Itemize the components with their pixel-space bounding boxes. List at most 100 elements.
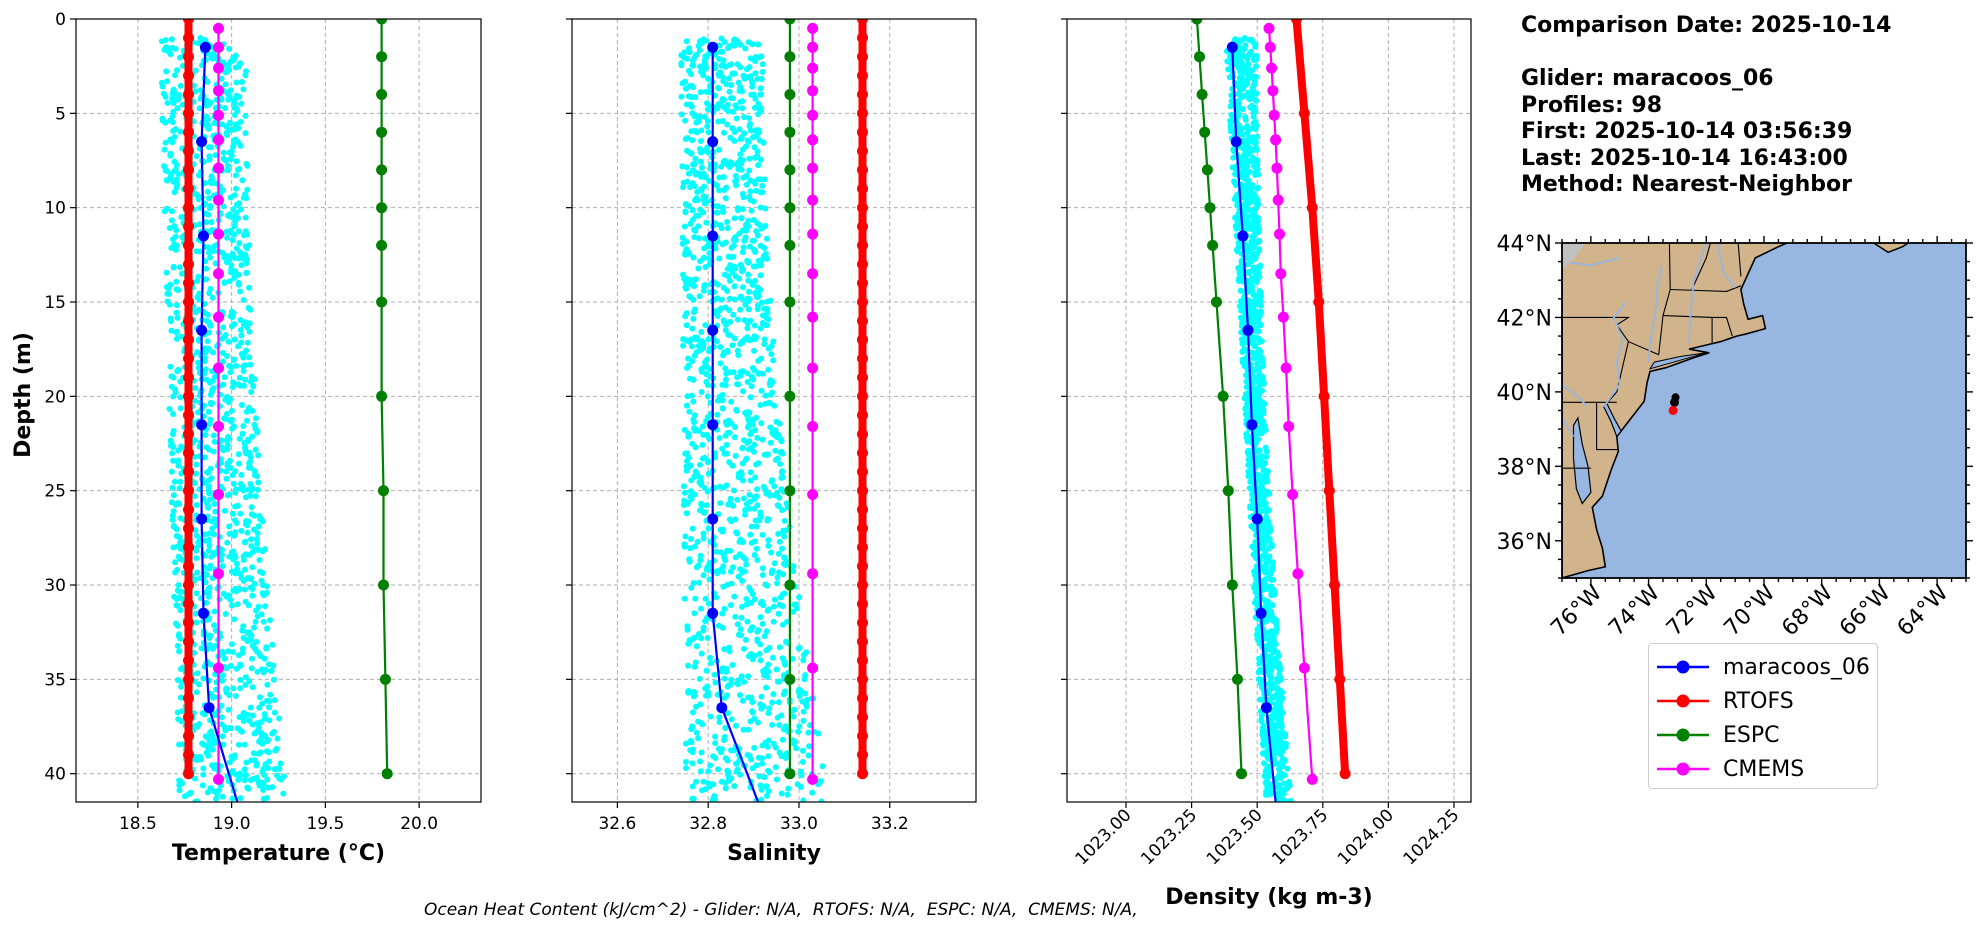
rtofs-profile-point bbox=[183, 579, 194, 591]
glider-observation-point bbox=[1261, 467, 1268, 474]
glider-observation-point bbox=[223, 259, 230, 266]
glider-observation-point bbox=[1231, 178, 1238, 185]
glider-observation-point bbox=[776, 722, 783, 728]
glider-observation-point bbox=[1236, 100, 1242, 107]
cmems-profile-point bbox=[807, 228, 819, 240]
glider-observation-point bbox=[1247, 104, 1254, 111]
glider-observation-point bbox=[236, 435, 243, 442]
glider-observation-point bbox=[754, 434, 761, 441]
glider-observation-point bbox=[229, 384, 236, 391]
glider-observation-point bbox=[747, 55, 754, 62]
glider-observation-point bbox=[741, 317, 748, 324]
glider-observation-point bbox=[1250, 291, 1257, 298]
glider-observation-point bbox=[726, 307, 733, 314]
state-border bbox=[1712, 316, 1733, 337]
glider-observation-point bbox=[1277, 775, 1284, 782]
ocean-heat-content-note: Ocean Heat Content (kJ/cm^2) - Glider: N… bbox=[424, 900, 1138, 920]
glider-observation-point bbox=[1254, 635, 1261, 642]
glider-observation-point bbox=[775, 431, 782, 438]
glider-observation-point bbox=[741, 336, 748, 343]
glider-profile-point bbox=[1255, 607, 1267, 619]
glider-observation-point bbox=[264, 681, 271, 688]
glider-observation-point bbox=[238, 100, 245, 107]
glider-observation-point bbox=[225, 338, 232, 345]
glider-profile-point bbox=[196, 419, 208, 431]
glider-observation-point bbox=[752, 58, 759, 65]
glider-observation-point bbox=[1265, 690, 1272, 697]
glider-observation-point bbox=[172, 72, 179, 79]
espc-profile-point bbox=[784, 89, 796, 100]
rtofs-profile-point bbox=[183, 145, 194, 157]
glider-observation-point bbox=[772, 447, 779, 454]
glider-observation-point bbox=[241, 350, 248, 357]
glider-observation-point bbox=[202, 37, 209, 44]
glider-profile-point bbox=[1237, 230, 1249, 242]
rtofs-profile-point bbox=[183, 89, 194, 100]
glider-observation-point bbox=[745, 277, 752, 284]
glider-observation-point bbox=[716, 307, 723, 313]
glider-observation-point bbox=[678, 93, 685, 100]
glider-observation-point bbox=[1254, 360, 1261, 367]
rtofs-profile-point bbox=[857, 692, 868, 704]
cmems-profile-point bbox=[807, 662, 819, 674]
glider-observation-point bbox=[254, 473, 261, 480]
glider-observation-point bbox=[1250, 319, 1257, 326]
glider-observation-point bbox=[743, 66, 750, 73]
glider-observation-point bbox=[240, 368, 247, 374]
glider-observation-point bbox=[783, 750, 790, 757]
glider-observation-point bbox=[259, 590, 266, 597]
glider-profile-point bbox=[199, 41, 211, 53]
espc-profile-point bbox=[379, 673, 391, 685]
glider-observation-point bbox=[209, 294, 216, 301]
glider-observation-point bbox=[208, 219, 215, 226]
glider-observation-point bbox=[700, 196, 707, 203]
glider-observation-point bbox=[242, 243, 249, 250]
glider-observation-point bbox=[729, 462, 736, 469]
glider-observation-point bbox=[205, 195, 212, 202]
glider-observation-point bbox=[231, 231, 238, 238]
glider-observation-point bbox=[179, 101, 186, 108]
glider-observation-point bbox=[732, 516, 739, 523]
rtofs-profile-point bbox=[857, 730, 868, 742]
rtofs-profile-point bbox=[183, 692, 194, 704]
glider-observation-point bbox=[762, 222, 769, 229]
glider-observation-point bbox=[265, 661, 272, 668]
glider-observation-point bbox=[775, 530, 782, 537]
y-tick-label: 25 bbox=[44, 482, 66, 502]
glider-observation-point bbox=[174, 709, 181, 716]
glider-observation-point bbox=[767, 400, 774, 407]
glider-observation-point bbox=[200, 771, 207, 778]
glider-observation-point bbox=[748, 207, 755, 214]
glider-observation-point bbox=[764, 516, 771, 522]
glider-observation-point bbox=[733, 115, 740, 122]
glider-observation-point bbox=[175, 287, 182, 294]
glider-observation-point bbox=[1245, 61, 1252, 68]
rtofs-profile-point bbox=[1323, 485, 1335, 497]
glider-observation-point bbox=[692, 171, 699, 178]
glider-observation-point bbox=[724, 757, 731, 764]
glider-observation-point bbox=[735, 573, 742, 580]
glider-observation-point bbox=[1254, 401, 1261, 408]
glider-observation-point bbox=[222, 105, 228, 111]
glider-observation-point bbox=[207, 254, 213, 261]
rtofs-profile-point bbox=[857, 183, 868, 195]
glider-observation-point bbox=[703, 667, 710, 674]
glider-observation-point bbox=[1263, 535, 1270, 542]
glider-observation-point bbox=[223, 475, 230, 482]
legend-label-glider: maracoos_06 bbox=[1723, 654, 1870, 680]
glider-observation-point bbox=[703, 88, 710, 95]
glider-observation-point bbox=[684, 364, 690, 371]
glider-observation-point bbox=[254, 774, 260, 781]
rtofs-profile-point bbox=[183, 32, 194, 44]
glider-observation-point bbox=[764, 451, 771, 458]
glider-observation-point bbox=[691, 183, 698, 190]
glider-observation-point bbox=[1265, 575, 1271, 582]
glider-observation-point bbox=[769, 721, 776, 728]
state-border bbox=[1562, 206, 1669, 221]
glider-observation-point bbox=[754, 306, 761, 313]
glider-observation-point bbox=[778, 438, 785, 445]
glider-observation-point bbox=[242, 538, 249, 545]
glider-observation-point bbox=[717, 500, 724, 507]
glider-observation-point bbox=[206, 738, 213, 745]
glider-observation-point bbox=[195, 409, 202, 416]
